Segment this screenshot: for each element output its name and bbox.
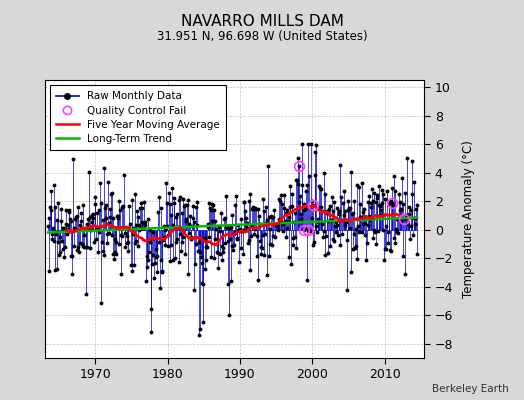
Legend: Raw Monthly Data, Quality Control Fail, Five Year Moving Average, Long-Term Tren: Raw Monthly Data, Quality Control Fail, …: [50, 85, 226, 150]
Text: Berkeley Earth: Berkeley Earth: [432, 384, 508, 394]
Y-axis label: Temperature Anomaly (°C): Temperature Anomaly (°C): [462, 140, 475, 298]
Text: NAVARRO MILLS DAM: NAVARRO MILLS DAM: [181, 14, 343, 29]
Text: 31.951 N, 96.698 W (United States): 31.951 N, 96.698 W (United States): [157, 30, 367, 43]
